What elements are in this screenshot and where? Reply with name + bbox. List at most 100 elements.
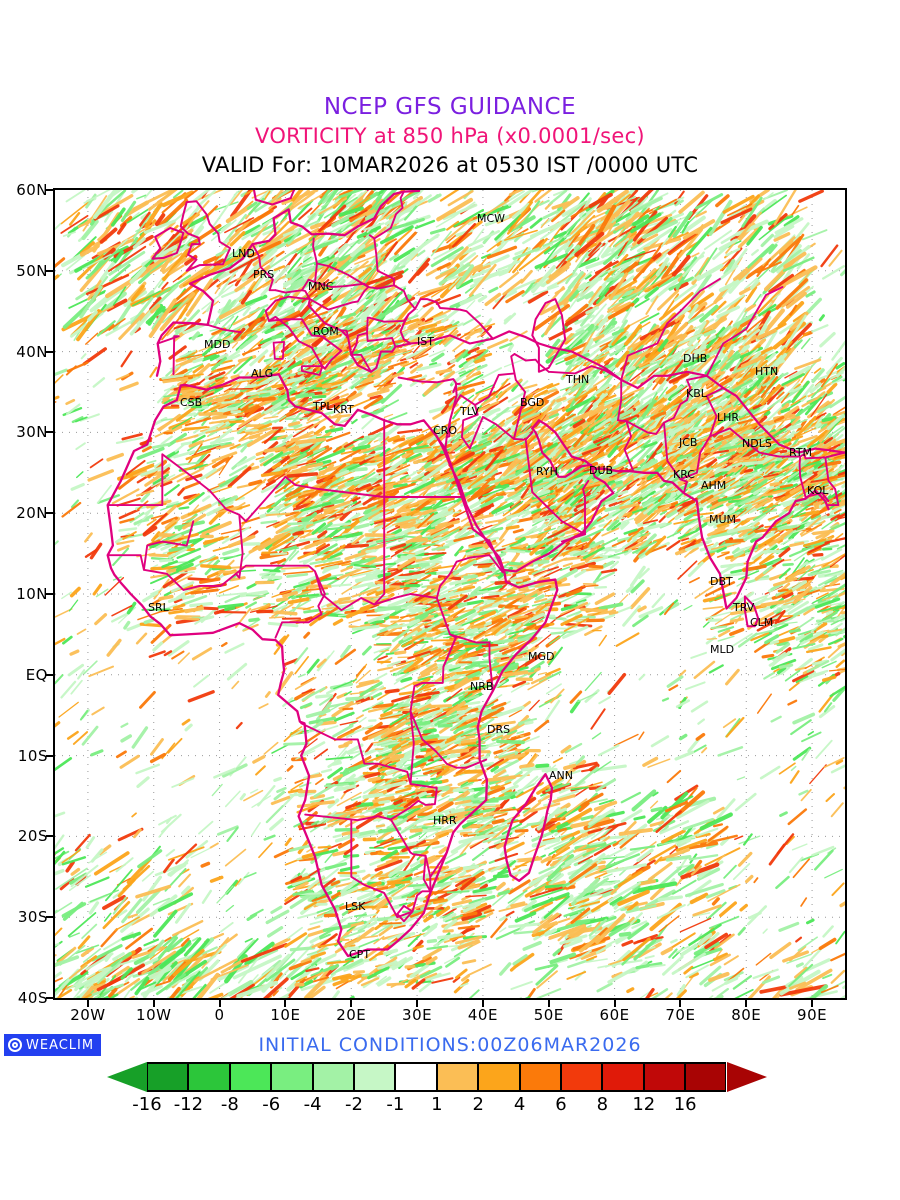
x-tick-label: 10W xyxy=(136,1006,172,1024)
y-tick-label: 10S xyxy=(17,746,48,765)
coastline xyxy=(804,492,830,503)
city-label: ALG xyxy=(251,367,273,380)
coastline xyxy=(503,773,554,882)
city-label: TLV xyxy=(459,405,480,418)
colorbar-tick-label: -6 xyxy=(262,1094,281,1115)
coastline xyxy=(312,237,318,265)
city-label: LHR xyxy=(717,411,739,424)
vorticity-field xyxy=(752,555,845,684)
city-label: RTM xyxy=(789,446,812,459)
coastline xyxy=(367,284,417,310)
city-label: DBT xyxy=(710,575,733,588)
y-tick-label: 50N xyxy=(16,261,48,280)
city-label: LSK xyxy=(345,900,366,913)
coastline xyxy=(449,633,494,692)
city-label: NRB xyxy=(470,680,493,693)
x-tick-mark xyxy=(481,1000,484,1007)
coastline xyxy=(582,479,590,536)
y-tick-label: 30S xyxy=(17,908,48,927)
x-tick-label: 10E xyxy=(270,1006,301,1024)
city-label: ROM xyxy=(313,325,339,338)
colorbar-band xyxy=(436,1062,479,1092)
coastline xyxy=(340,329,349,339)
coastline xyxy=(320,593,457,639)
x-tick-mark xyxy=(350,1000,353,1007)
city-label: ANN xyxy=(549,769,573,782)
vorticity-field xyxy=(282,190,689,312)
colorbar-tick-label: -4 xyxy=(303,1094,322,1115)
vorticity-field xyxy=(283,868,488,990)
colorbar-band xyxy=(602,1062,644,1092)
colorbar-tick-label: 4 xyxy=(513,1094,526,1115)
city-label: KRT xyxy=(333,403,354,416)
city-label: PRS xyxy=(253,268,274,281)
city-label: AHM xyxy=(701,479,726,492)
coastline xyxy=(705,286,784,377)
coastline xyxy=(537,362,623,381)
map-plot-area: MCW LND PRS MNC ROM MDD ALG CSB TPL KRT IST THN BGD T… xyxy=(53,188,847,1000)
y-tick-label: 40S xyxy=(17,989,48,1007)
coastline xyxy=(620,277,721,381)
coastline xyxy=(824,456,840,507)
coastline xyxy=(435,554,504,599)
y-tick-mark xyxy=(46,835,53,838)
colorbar-band xyxy=(229,1062,272,1092)
colorbar: -16 -12 -8 -6 -4 -2 -1 1 2 4 6 8 12 16 xyxy=(0,1062,900,1122)
city-label: KRC xyxy=(673,468,695,481)
x-tick-label: 80E xyxy=(731,1006,762,1024)
coastline xyxy=(268,315,343,370)
coastline xyxy=(350,353,372,373)
vorticity-field xyxy=(524,458,707,563)
coastline xyxy=(524,438,586,543)
colorbar-tick-label: -16 xyxy=(132,1094,162,1115)
city-labels: MCW LND PRS MNC ROM MDD ALG CSB TPL KRT IST THN BGD T… xyxy=(148,212,829,961)
vorticity-field xyxy=(708,963,845,998)
coastline xyxy=(625,374,708,435)
colorbar-over-arrow-icon xyxy=(727,1062,767,1092)
coastline xyxy=(156,335,180,376)
colorbar-band xyxy=(643,1062,686,1092)
colorbar-band xyxy=(353,1062,396,1092)
city-label: KBL xyxy=(686,387,708,400)
coastline xyxy=(409,636,488,769)
y-tick-mark xyxy=(46,512,53,515)
y-tick-label: 20N xyxy=(16,504,48,523)
coastline xyxy=(442,636,457,668)
x-tick-label: 40E xyxy=(467,1006,498,1024)
circle-logo-icon xyxy=(8,1038,22,1052)
city-label: IST xyxy=(417,335,434,348)
x-tick-label: 20E xyxy=(336,1006,367,1024)
x-tick-mark xyxy=(218,1000,221,1007)
x-tick-label: 20W xyxy=(70,1006,106,1024)
colorbar-tick-label: 2 xyxy=(472,1094,484,1115)
x-tick-label: 0 xyxy=(214,1006,225,1024)
y-tick-mark xyxy=(46,350,53,353)
coastline xyxy=(151,227,185,260)
city-label: CPT xyxy=(349,948,370,961)
colorbar-band xyxy=(478,1062,520,1092)
y-tick-mark xyxy=(46,189,53,191)
vorticity-field xyxy=(529,789,741,986)
colorbar-band xyxy=(560,1062,603,1092)
colorbar-band xyxy=(188,1062,230,1092)
page-title: NCEP GFS GUIDANCE xyxy=(323,94,577,120)
x-tick-label: 90E xyxy=(797,1006,828,1024)
vorticity-map-canvas: MCW LND PRS MNC ROM MDD ALG CSB TPL KRT IST THN BGD T… xyxy=(55,190,845,998)
city-label: DUB xyxy=(589,464,613,477)
city-label: RYH xyxy=(536,465,558,478)
y-tick-mark xyxy=(46,269,53,272)
coastline xyxy=(743,595,760,628)
coastline xyxy=(235,513,244,579)
city-label: MDD xyxy=(204,338,230,351)
weaclim-logo: WEACLIM xyxy=(4,1034,102,1056)
coastline xyxy=(206,323,242,334)
variable-subtitle: VORTICITY at 850 hPa (x0.0001/sec) xyxy=(255,124,645,148)
x-tick-mark xyxy=(679,1000,682,1007)
city-label: MGD xyxy=(528,650,555,663)
x-tick-mark xyxy=(284,1000,287,1007)
coastline xyxy=(798,455,807,498)
coastline xyxy=(709,427,845,460)
x-tick-mark xyxy=(613,1000,616,1007)
y-tick-mark xyxy=(46,431,53,434)
coastline xyxy=(373,496,386,606)
